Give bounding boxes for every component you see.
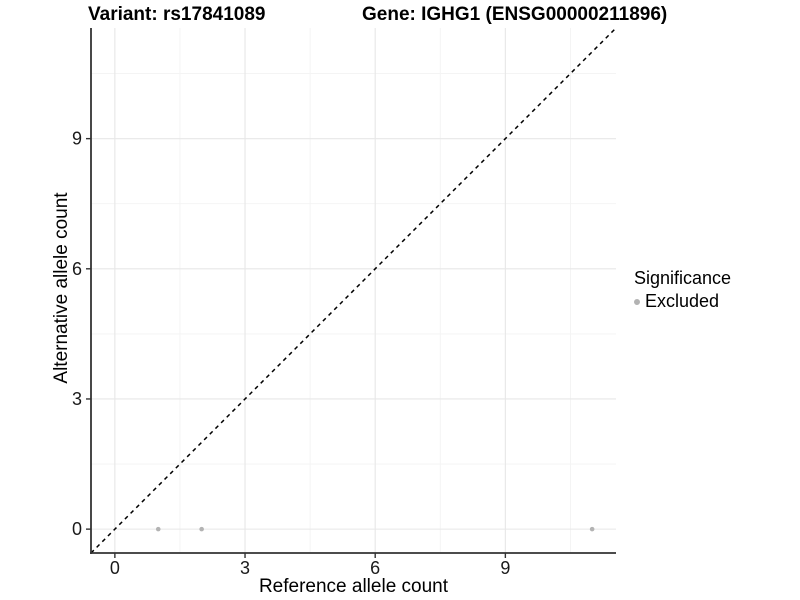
identity-line <box>90 27 617 554</box>
data-point <box>155 526 161 532</box>
y-axis-title: Alternative allele count <box>51 192 72 384</box>
x-tick-label: 0 <box>110 558 120 578</box>
legend-item-label: Excluded <box>645 291 720 311</box>
legend-item-excluded: Excluded <box>634 291 731 312</box>
x-tick-label: 3 <box>240 558 250 578</box>
y-tick-label: 3 <box>72 389 82 409</box>
plot-title-variant: Variant: rs17841089 <box>88 4 266 25</box>
data-point <box>589 526 595 532</box>
excluded-point-icon <box>634 298 640 305</box>
x-tick-label: 6 <box>370 558 380 578</box>
x-axis-title: Reference allele count <box>258 576 449 597</box>
x-tick-label: 9 <box>500 558 510 578</box>
data-point <box>199 526 204 532</box>
y-tick-label: 0 <box>72 519 82 539</box>
y-tick-label: 6 <box>72 259 82 279</box>
plot-title-gene: Gene: IGHG1 (ENSG00000211896) <box>362 4 668 25</box>
legend-title: Significance <box>634 268 732 288</box>
legend: Significance Excluded <box>634 268 731 312</box>
y-tick-label: 9 <box>72 129 82 149</box>
